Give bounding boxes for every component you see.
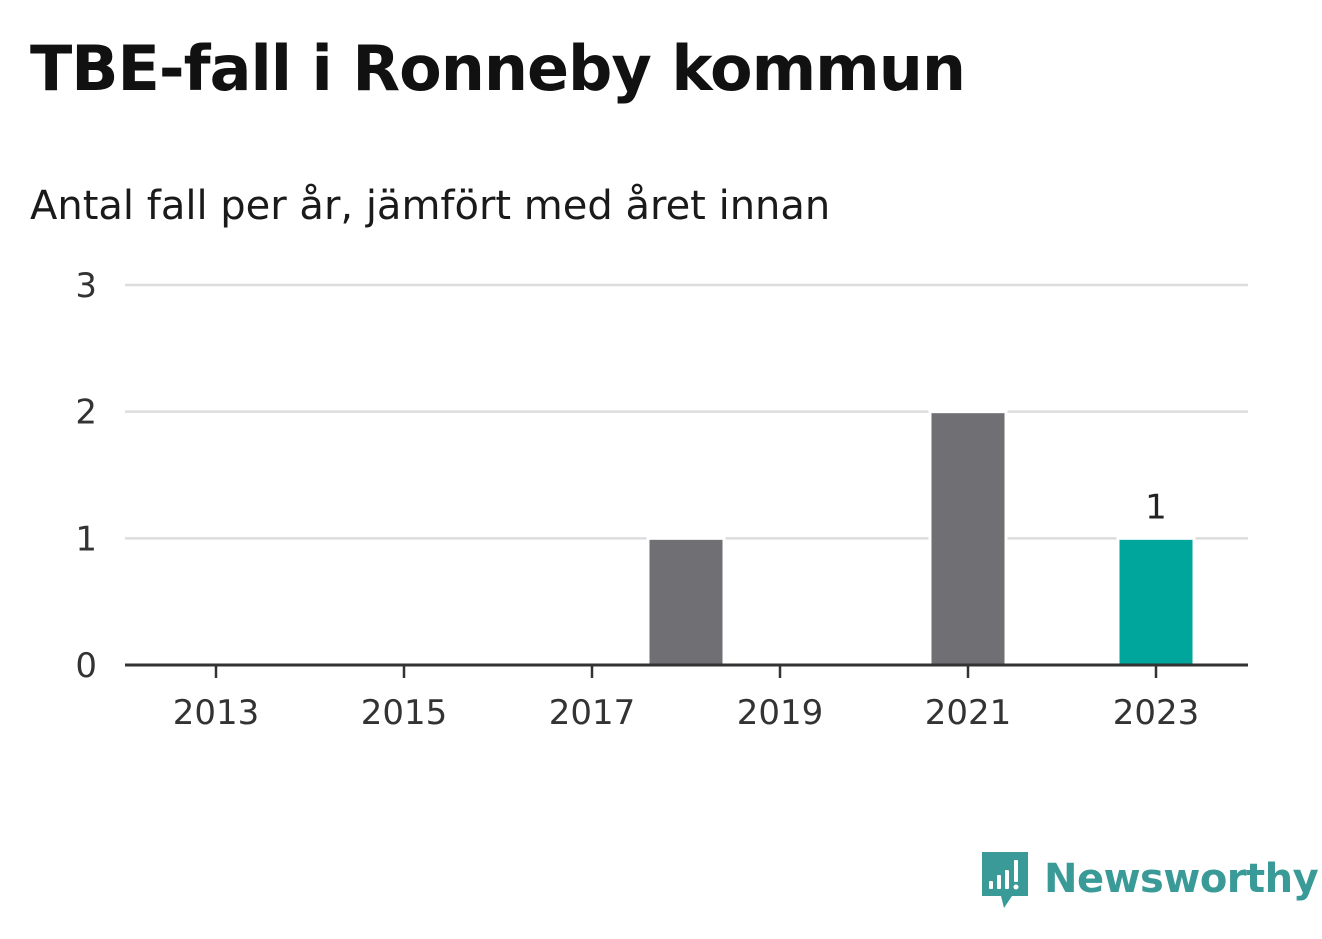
x-tick-label: 2023 xyxy=(1113,693,1200,733)
axes xyxy=(125,663,1248,678)
data-label: 1 xyxy=(1145,487,1167,527)
chart-subtitle: Antal fall per år, jämfört med året inna… xyxy=(30,183,831,229)
bar-2018 xyxy=(646,536,726,667)
y-tick-label: 0 xyxy=(75,646,97,686)
x-tick-label: 2021 xyxy=(925,693,1012,733)
x-tick-label: 2013 xyxy=(173,693,260,733)
newsworthy-logo-icon xyxy=(982,852,1028,908)
labels: 0 1 2 3 2013 2015 2017 2019 2021 2023 1 xyxy=(75,266,1199,733)
bar-2023 xyxy=(1116,536,1196,667)
gridlines xyxy=(125,283,1248,540)
y-tick-label: 1 xyxy=(75,519,97,559)
x-tick-label: 2017 xyxy=(549,693,636,733)
x-tick-label: 2019 xyxy=(737,693,824,733)
x-tick-label: 2015 xyxy=(361,693,448,733)
newsworthy-logo: Newsworthy xyxy=(980,848,1319,910)
bar-2021 xyxy=(928,410,1008,667)
y-tick-label: 3 xyxy=(75,266,97,306)
brand-name: Newsworthy xyxy=(1044,856,1319,902)
chart-title: TBE-fall i Ronneby kommun xyxy=(30,32,966,105)
y-tick-label: 2 xyxy=(75,393,97,433)
